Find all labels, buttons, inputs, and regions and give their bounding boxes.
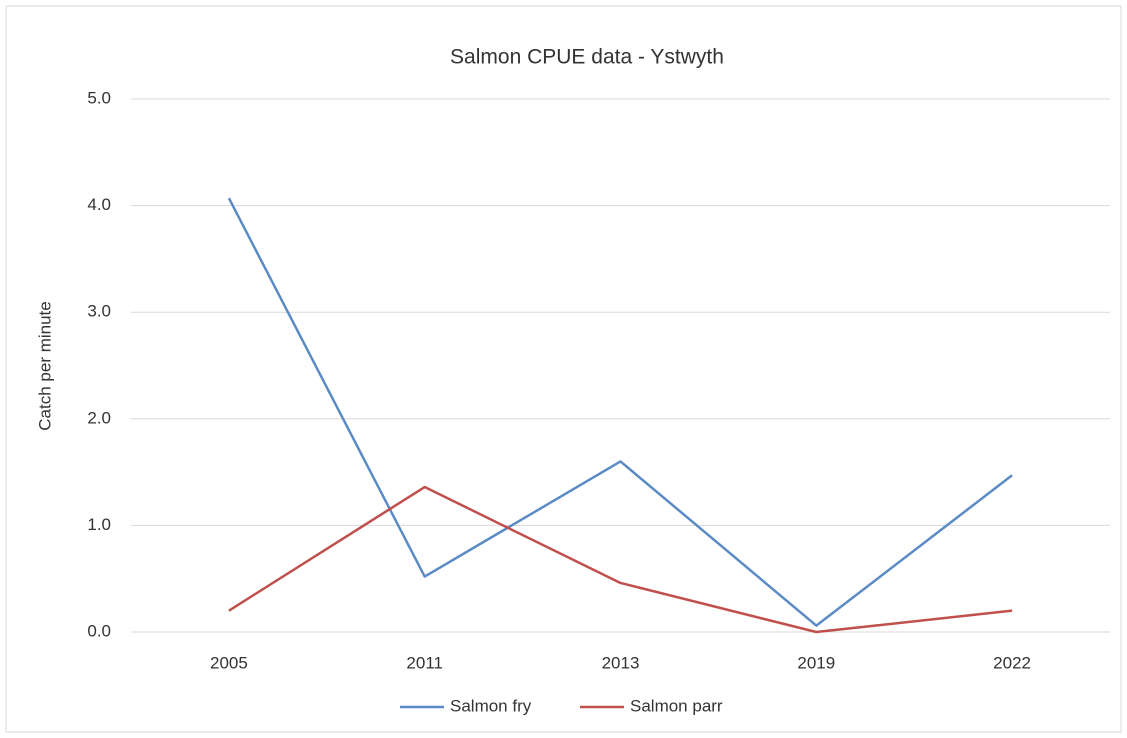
series-line bbox=[227, 197, 1013, 627]
y-tick-label: 2.0 bbox=[87, 408, 111, 427]
y-tick-label: 5.0 bbox=[87, 88, 111, 107]
x-tick-label: 2019 bbox=[797, 653, 835, 672]
y-axis-label: Catch per minute bbox=[35, 301, 54, 430]
x-tick-label: 2005 bbox=[210, 653, 248, 672]
chart-border bbox=[5, 5, 1122, 733]
legend-label: Salmon parr bbox=[630, 696, 723, 715]
x-tick-label: 2022 bbox=[993, 653, 1031, 672]
x-tick-label: 2011 bbox=[406, 653, 443, 672]
chart-title: Salmon CPUE data - Ystwyth bbox=[450, 46, 724, 69]
y-tick-label: 1.0 bbox=[87, 515, 111, 534]
y-tick-label: 3.0 bbox=[87, 302, 111, 321]
y-tick-label: 0.0 bbox=[87, 621, 111, 640]
series-line bbox=[228, 485, 1013, 634]
x-tick-label: 2013 bbox=[602, 653, 640, 672]
y-tick-label: 4.0 bbox=[87, 195, 111, 214]
legend-label: Salmon fry bbox=[450, 696, 532, 715]
